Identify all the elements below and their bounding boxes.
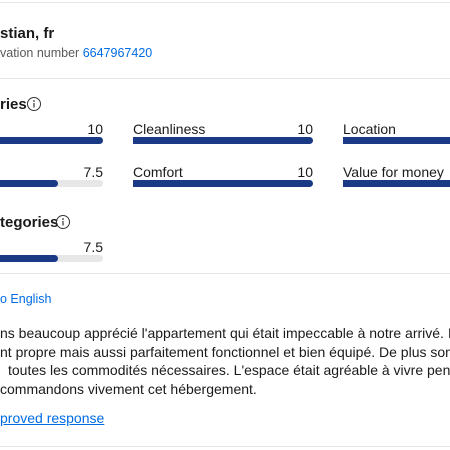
divider xyxy=(0,2,450,3)
score-bar xyxy=(0,255,58,262)
category-name: Value for money xyxy=(343,164,444,180)
category-name: Cleanliness xyxy=(133,121,206,137)
divider xyxy=(0,446,450,447)
categories-title: ries xyxy=(0,96,27,113)
category-score: 10 xyxy=(297,121,313,137)
category-name: Comfort xyxy=(133,164,183,180)
reservation-label: vation number xyxy=(0,46,80,60)
score-bar xyxy=(133,137,313,144)
score-bar xyxy=(343,137,450,144)
score-bar xyxy=(133,180,313,187)
info-icon[interactable] xyxy=(26,96,42,112)
category-score: 7.5 xyxy=(83,239,103,255)
category-score: 10 xyxy=(297,164,313,180)
score-bar xyxy=(0,137,103,144)
category-name: Location xyxy=(343,121,396,137)
divider xyxy=(0,273,450,274)
score-bar xyxy=(0,180,58,187)
score-bar xyxy=(343,180,450,187)
review-line: ns beaucoup apprécié l'appartement qui é… xyxy=(0,325,450,341)
review-line: toutes les commodités nécessaires. L'esp… xyxy=(8,362,450,378)
category-score: 7.5 xyxy=(83,164,103,180)
reservation: vation number 6647967420 xyxy=(0,46,152,60)
category-score: 10 xyxy=(87,121,103,137)
review-line: nt propre mais aussi parfaitement foncti… xyxy=(0,343,450,360)
review-line: commandons vivement cet hébergement. xyxy=(0,380,257,397)
guest-name: stian, fr xyxy=(0,25,55,42)
translate-link[interactable]: o English xyxy=(0,292,52,306)
response-link[interactable]: proved response xyxy=(0,410,105,426)
divider xyxy=(0,78,450,79)
reservation-number: 6647967420 xyxy=(82,46,153,60)
subcategories-title: tegories xyxy=(0,214,59,231)
info-icon[interactable] xyxy=(55,214,71,230)
